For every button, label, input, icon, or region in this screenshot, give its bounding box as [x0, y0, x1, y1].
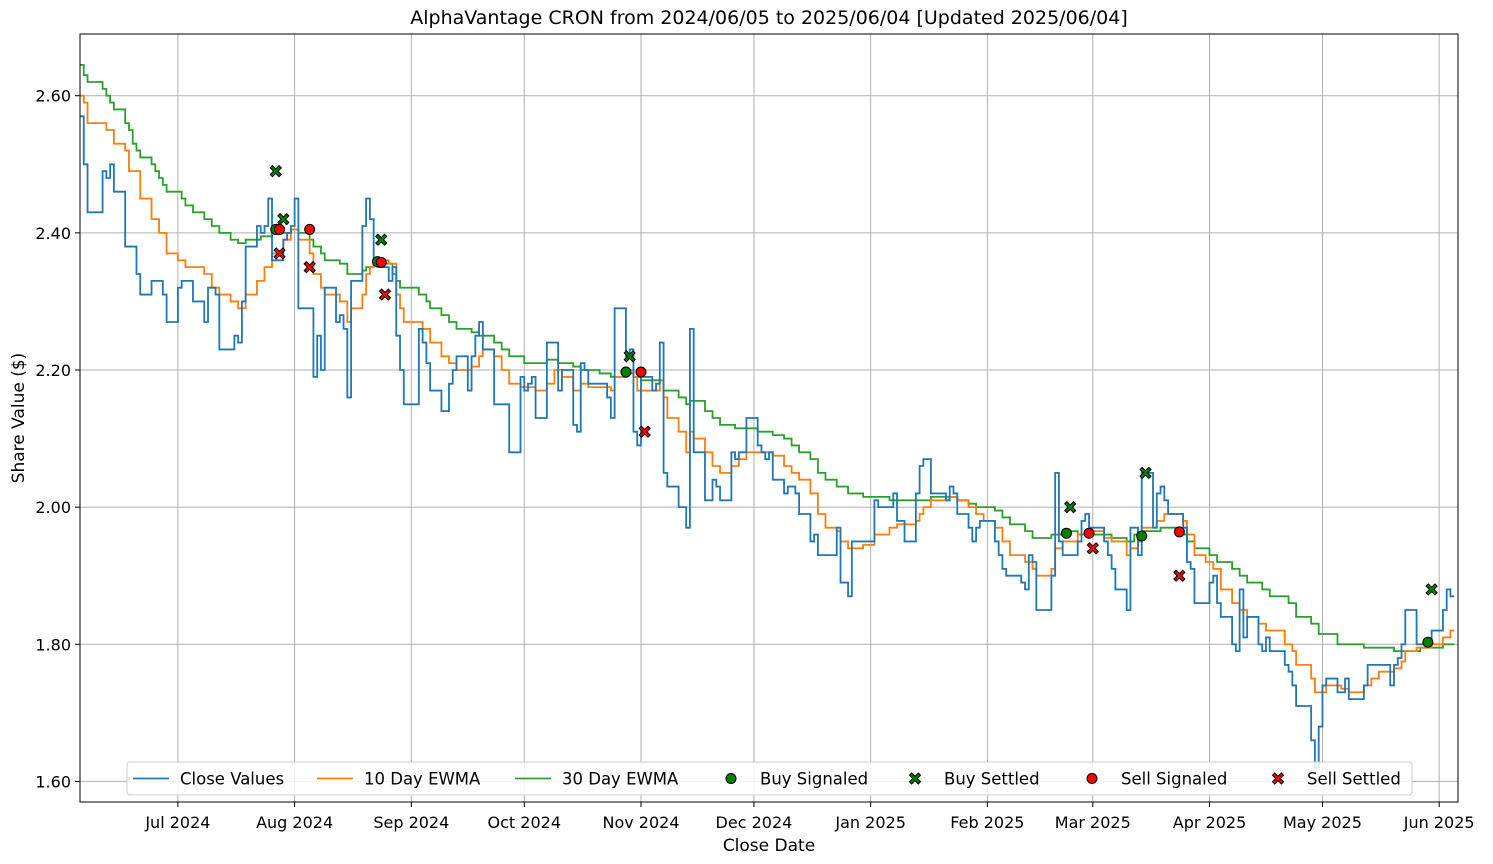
legend-close-values-label: Close Values [180, 770, 284, 789]
buy-signaled-marker [1422, 636, 1434, 648]
y-tick-label: 2.20 [35, 361, 71, 380]
buy-signaled-marker [620, 366, 632, 378]
x-tick-label: Feb 2025 [950, 813, 1024, 832]
buy-settled-marker [623, 350, 636, 363]
sell-signaled-marker [375, 256, 387, 268]
x-tick-label: Nov 2024 [602, 813, 679, 832]
legend-frame [126, 761, 1413, 796]
plot-frame [79, 33, 1459, 803]
sell-settled-marker [1173, 569, 1186, 582]
y-tick-label: 1.80 [35, 635, 71, 654]
sell-signaled-marker [1083, 527, 1095, 539]
series-line-30-day-ewma [80, 63, 1455, 653]
y-axis-ticks: 1.60 1.80 2.00 2.20 2.40 2.60 [35, 87, 80, 791]
sell-settled-marker [273, 247, 286, 260]
sell-signaled-marker [274, 223, 286, 235]
x-axis-ticks: Jul 2024 Aug 2024 Sep 2024 Oct 2024 Nov 2024… [144, 802, 1475, 832]
plot-area [80, 63, 1455, 769]
x-tick-label: Sep 2024 [373, 813, 449, 832]
legend-sell-settled-label: Sell Settled [1307, 770, 1401, 789]
sell-settled-marker [378, 288, 392, 301]
grid-lines [80, 34, 1458, 802]
x-tick-label: May 2025 [1283, 813, 1362, 832]
legend-buy-settled-swatch [908, 772, 922, 785]
buy-settled-marker [374, 233, 388, 246]
chart-title: AlphaVantage CRON from 2024/06/05 to 202… [410, 7, 1128, 29]
buy-signaled-marker [1136, 530, 1148, 542]
buy-settled-marker [269, 164, 282, 178]
legend-buy-signaled-label: Buy Signaled [760, 770, 868, 789]
x-tick-label: Mar 2025 [1055, 813, 1131, 832]
y-tick-label: 1.60 [35, 772, 71, 791]
y-tick-label: 2.60 [35, 87, 71, 106]
sell-signaled-marker [635, 366, 647, 378]
x-tick-label: Oct 2024 [488, 813, 561, 832]
legend-sell-settled-swatch [1271, 772, 1285, 785]
legend-30-day-ewma-label: 30 Day EWMA [562, 770, 679, 789]
buy-settled-marker [1063, 500, 1077, 514]
sell-settled-marker [1086, 542, 1099, 555]
x-tick-label: Jun 2025 [1403, 813, 1475, 832]
legend: Close Values 10 Day EWMA 30 Day EWMA Buy Si… [126, 761, 1413, 796]
y-axis-label: Share Value ($) [9, 353, 29, 484]
legend-buy-signaled-swatch [725, 773, 737, 784]
y-tick-label: 2.40 [35, 224, 71, 243]
x-tick-label: Dec 2024 [716, 813, 793, 832]
series-line-10-day-ewma [80, 94, 1455, 694]
sell-settled-marker [303, 260, 316, 274]
sell-settled-marker [638, 425, 651, 438]
buy-settled-marker [1139, 466, 1152, 480]
buy-signaled-marker [1060, 527, 1072, 539]
legend-buy-settled-label: Buy Settled [944, 770, 1040, 789]
x-tick-label: Apr 2025 [1173, 813, 1246, 832]
x-tick-label: Jan 2025 [834, 813, 905, 832]
legend-sell-signaled-swatch [1086, 773, 1098, 784]
x-tick-label: Aug 2024 [256, 813, 333, 832]
buy-settled-marker [277, 212, 290, 226]
buy-settled-marker [1425, 583, 1438, 596]
sell-signaled-marker [304, 223, 316, 235]
legend-10-day-ewma-label: 10 Day EWMA [364, 770, 481, 789]
x-tick-label: Jul 2024 [144, 813, 210, 832]
series-line-close-values [80, 115, 1455, 769]
sell-signaled-marker [1173, 526, 1185, 538]
y-tick-label: 2.00 [35, 498, 71, 517]
legend-sell-signaled-label: Sell Signaled [1121, 770, 1227, 789]
x-axis-label: Close Date [723, 836, 815, 856]
